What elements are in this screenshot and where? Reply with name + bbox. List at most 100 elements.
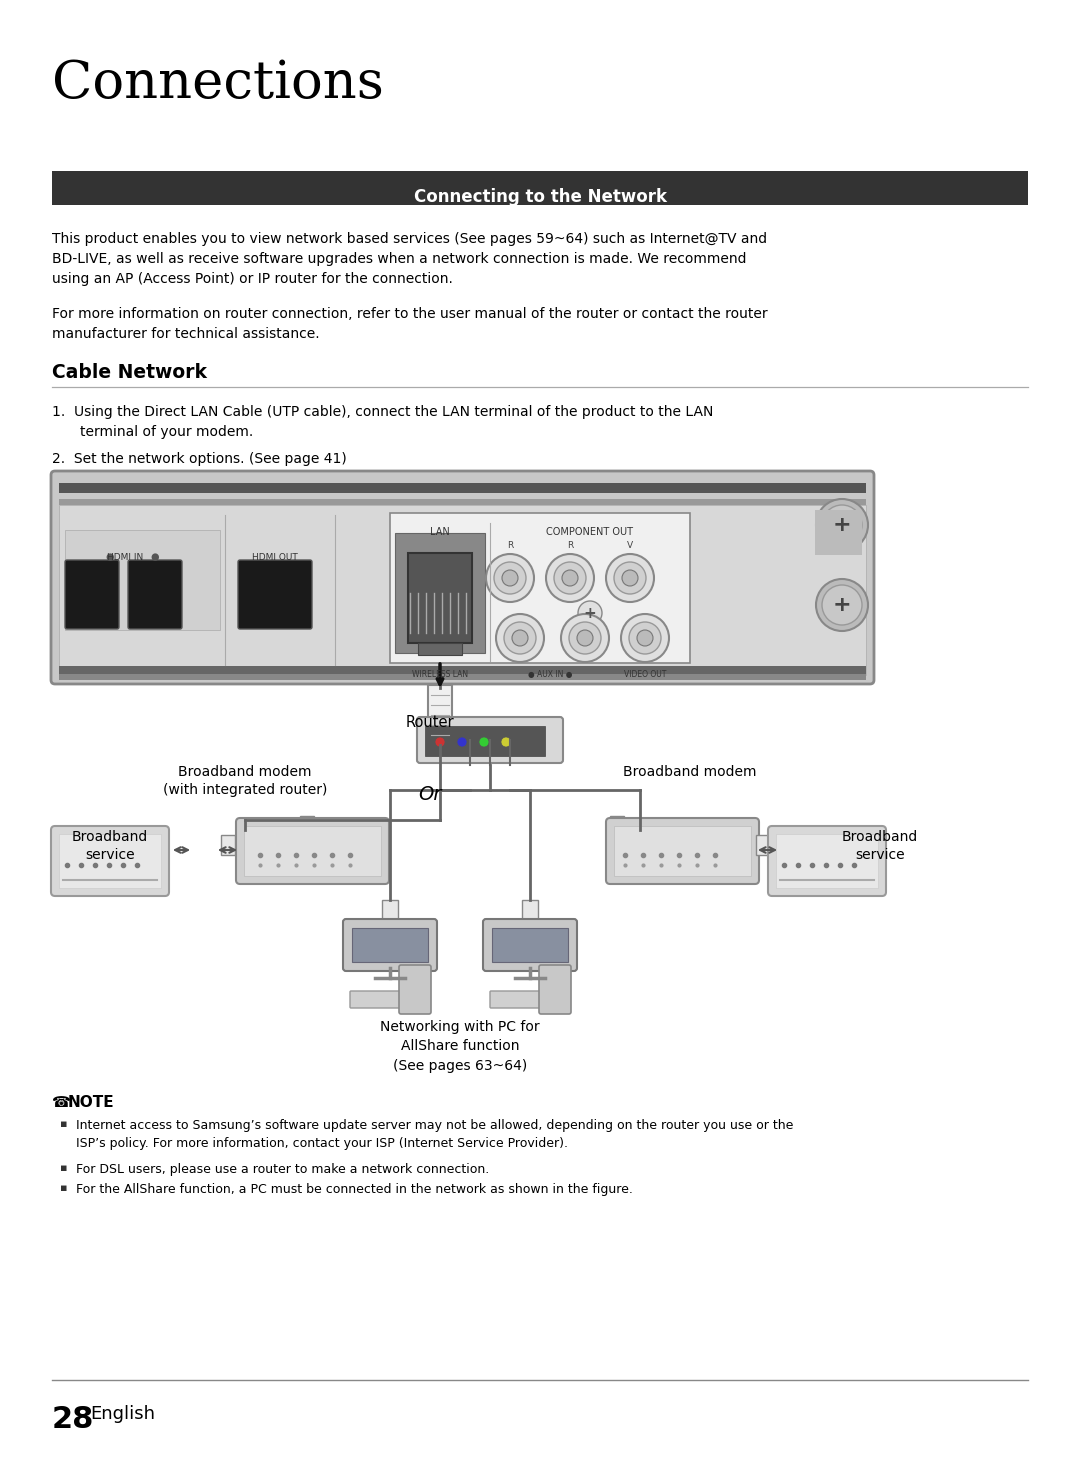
Bar: [777, 834, 878, 887]
Bar: [395, 532, 485, 654]
Bar: [426, 726, 545, 756]
FancyBboxPatch shape: [51, 825, 168, 896]
Circle shape: [562, 569, 578, 586]
Text: Networking with PC for
AllShare function
(See pages 63~64): Networking with PC for AllShare function…: [380, 1021, 540, 1072]
Circle shape: [501, 737, 511, 747]
Circle shape: [496, 614, 544, 663]
Text: ● AUX IN ●: ● AUX IN ●: [528, 670, 572, 679]
Text: +: +: [833, 515, 851, 535]
Bar: [300, 816, 314, 839]
Circle shape: [578, 600, 602, 626]
FancyBboxPatch shape: [483, 918, 577, 972]
Text: 28: 28: [52, 1405, 94, 1435]
Bar: [59, 484, 866, 493]
FancyBboxPatch shape: [237, 818, 389, 884]
Circle shape: [494, 562, 526, 595]
Text: For DSL users, please use a router to make a network connection.: For DSL users, please use a router to ma…: [76, 1162, 489, 1176]
Text: +: +: [833, 595, 851, 615]
Circle shape: [546, 555, 594, 602]
Text: R: R: [507, 541, 513, 550]
Bar: [756, 836, 770, 855]
Text: COMPONENT OUT: COMPONENT OUT: [546, 527, 634, 537]
Text: WIRELESS LAN: WIRELESS LAN: [411, 670, 468, 679]
Text: ☎: ☎: [52, 1094, 71, 1111]
Text: HDMI IN: HDMI IN: [107, 553, 144, 562]
Text: HDMI OUT: HDMI OUT: [252, 553, 298, 562]
Text: Broadband
service: Broadband service: [842, 830, 918, 862]
Text: terminal of your modem.: terminal of your modem.: [80, 424, 253, 439]
Text: This product enables you to view network based services (See pages 59~64) such a: This product enables you to view network…: [52, 232, 767, 285]
Circle shape: [816, 578, 868, 632]
Text: Or: Or: [418, 785, 442, 805]
FancyBboxPatch shape: [65, 561, 119, 629]
Text: English: English: [90, 1405, 156, 1423]
FancyBboxPatch shape: [399, 964, 431, 1015]
FancyBboxPatch shape: [238, 561, 312, 629]
Bar: [615, 825, 751, 876]
FancyBboxPatch shape: [343, 918, 437, 972]
FancyBboxPatch shape: [51, 470, 874, 683]
FancyBboxPatch shape: [490, 991, 570, 1009]
Bar: [408, 553, 472, 643]
FancyBboxPatch shape: [350, 991, 430, 1009]
Circle shape: [504, 623, 536, 654]
Bar: [464, 722, 476, 740]
Circle shape: [561, 614, 609, 663]
Polygon shape: [815, 510, 862, 555]
Bar: [221, 836, 235, 855]
FancyBboxPatch shape: [129, 561, 183, 629]
Text: ▪: ▪: [60, 1162, 67, 1173]
Bar: [428, 685, 453, 745]
Bar: [390, 513, 690, 663]
Circle shape: [512, 630, 528, 646]
Circle shape: [480, 737, 489, 747]
Text: LAN: LAN: [430, 527, 450, 537]
Bar: [59, 504, 866, 674]
Bar: [504, 722, 516, 740]
Circle shape: [577, 630, 593, 646]
Bar: [610, 816, 624, 839]
Text: NOTE: NOTE: [68, 1094, 114, 1111]
Bar: [65, 529, 220, 630]
Text: R: R: [567, 541, 573, 550]
Circle shape: [822, 504, 862, 544]
Text: ▪: ▪: [60, 1120, 67, 1128]
Bar: [492, 927, 568, 961]
Circle shape: [554, 562, 586, 595]
Circle shape: [486, 555, 534, 602]
Text: Internet access to Samsung’s software update server may not be allowed, dependin: Internet access to Samsung’s software up…: [76, 1120, 794, 1151]
Bar: [522, 901, 538, 920]
FancyBboxPatch shape: [606, 818, 759, 884]
Text: +: +: [583, 605, 596, 621]
Circle shape: [435, 737, 445, 747]
Text: 1.  Using the Direct LAN Cable (UTP cable), connect the LAN terminal of the prod: 1. Using the Direct LAN Cable (UTP cable…: [52, 405, 714, 419]
Circle shape: [457, 737, 467, 747]
Circle shape: [629, 623, 661, 654]
Text: VIDEO OUT: VIDEO OUT: [624, 670, 666, 679]
Text: ●: ●: [151, 552, 159, 562]
Text: Broadband modem
(with integrated router): Broadband modem (with integrated router): [163, 765, 327, 797]
FancyBboxPatch shape: [417, 717, 563, 763]
Bar: [59, 666, 866, 676]
Bar: [352, 927, 428, 961]
Text: Broadband
service: Broadband service: [72, 830, 148, 862]
Bar: [59, 834, 161, 887]
Bar: [59, 674, 866, 680]
Text: Cable Network: Cable Network: [52, 362, 207, 382]
Text: Router: Router: [406, 714, 455, 731]
Text: Broadband modem: Broadband modem: [623, 765, 757, 779]
Text: ●: ●: [106, 552, 114, 562]
Bar: [52, 172, 1028, 206]
Circle shape: [606, 555, 654, 602]
Text: V: V: [626, 541, 633, 550]
Text: Connections: Connections: [52, 58, 383, 109]
Bar: [59, 498, 866, 504]
Text: For more information on router connection, refer to the user manual of the route: For more information on router connectio…: [52, 308, 768, 342]
Circle shape: [637, 630, 653, 646]
Circle shape: [621, 614, 669, 663]
Circle shape: [502, 569, 518, 586]
FancyBboxPatch shape: [539, 964, 571, 1015]
Circle shape: [622, 569, 638, 586]
Bar: [418, 643, 462, 655]
Bar: [382, 901, 399, 920]
